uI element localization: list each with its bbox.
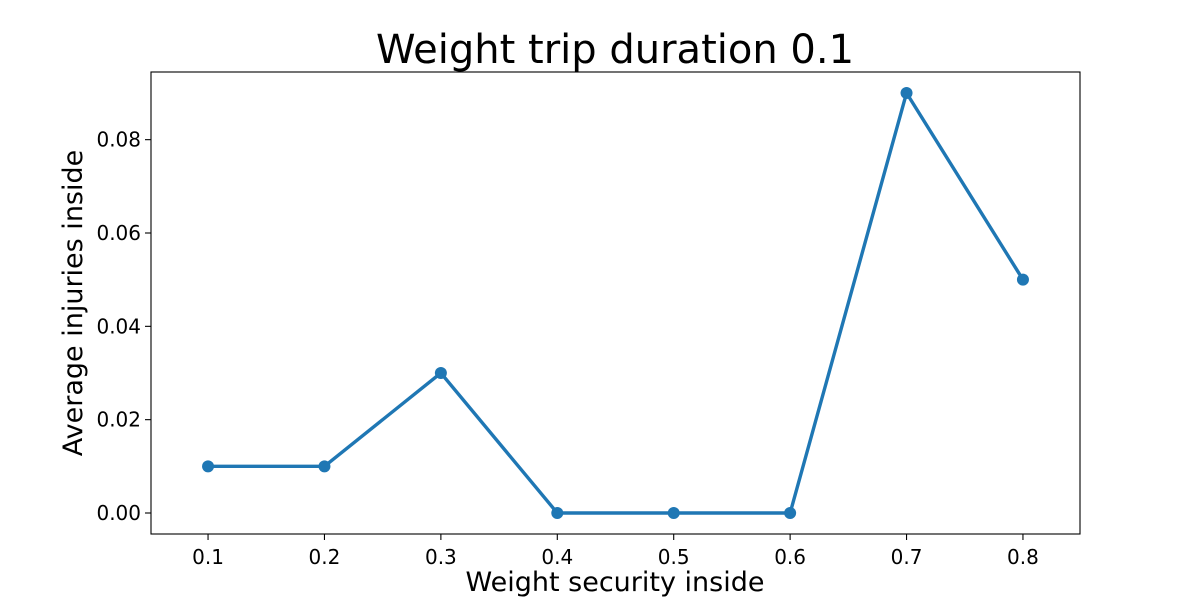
x-tick-label: 0.1 [192, 545, 224, 569]
x-tick-label: 0.8 [1007, 545, 1039, 569]
y-tick-label: 0.00 [96, 501, 141, 525]
data-point [434, 367, 447, 379]
x-tick-label: 0.2 [309, 545, 341, 569]
y-tick-label: 0.06 [96, 221, 141, 245]
data-point [551, 507, 564, 519]
x-axis-title: Weight security inside [466, 567, 765, 598]
plot-frame [150, 71, 1081, 535]
y-axis-ticks: 0.00 0.02 0.04 0.06 0.08 [96, 128, 151, 525]
x-tick-label: 0.6 [774, 545, 806, 569]
y-tick-label: 0.04 [96, 314, 141, 338]
x-tick-label: 0.4 [541, 545, 573, 569]
data-point [667, 507, 680, 519]
series-layer [202, 87, 1029, 519]
x-tick-label: 0.5 [658, 545, 690, 569]
data-point [318, 460, 331, 473]
y-tick-label: 0.02 [96, 408, 141, 432]
data-point [784, 507, 797, 519]
x-tick-label: 0.3 [425, 545, 457, 569]
chart-title: Weight trip duration 0.1 [376, 27, 854, 73]
data-point [202, 460, 215, 473]
y-tick-label: 0.08 [96, 128, 141, 152]
data-point [1016, 273, 1029, 286]
x-tick-label: 0.7 [891, 545, 923, 569]
series-line [208, 91, 1025, 515]
data-point [900, 87, 913, 99]
x-axis-ticks: 0.1 0.2 0.3 0.4 0.5 0.6 0.7 0.8 [192, 534, 1039, 569]
y-axis-title: Average injuries inside [58, 150, 89, 456]
